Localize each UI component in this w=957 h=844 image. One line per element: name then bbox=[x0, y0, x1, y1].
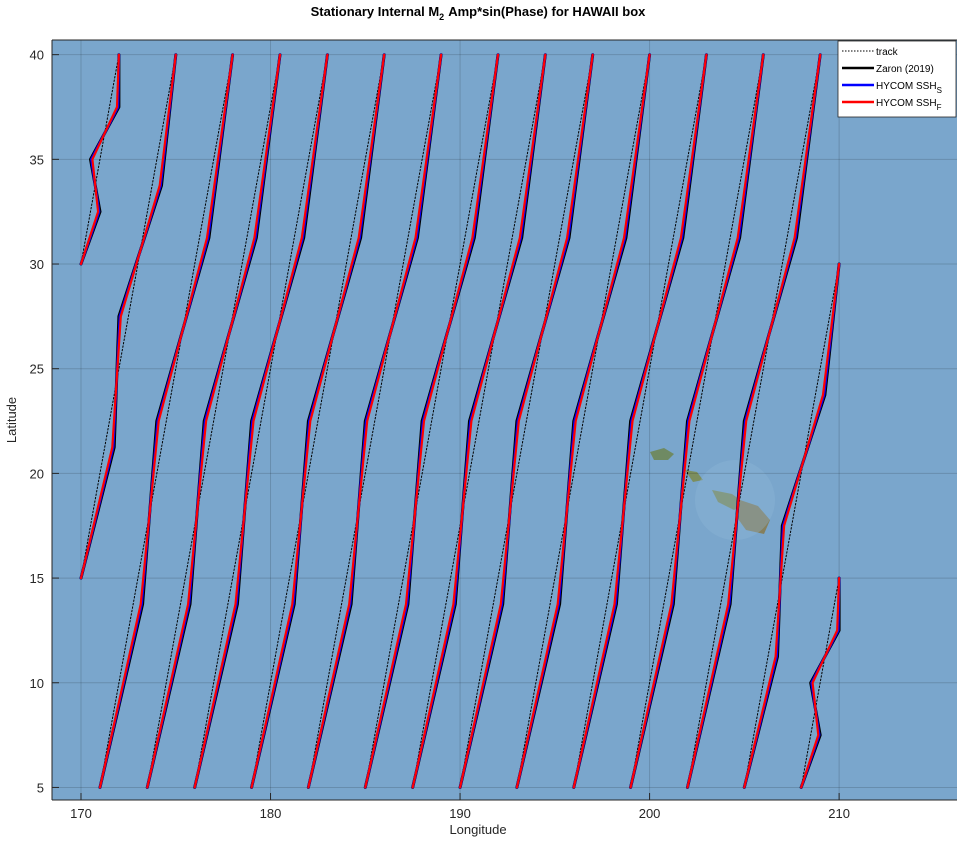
y-tick-label: 15 bbox=[30, 571, 44, 586]
page: {"chart_data": { "type": "line", "title"… bbox=[0, 0, 957, 844]
x-tick-label: 180 bbox=[260, 806, 282, 821]
x-tick-label: 200 bbox=[639, 806, 661, 821]
x-tick-label: 190 bbox=[449, 806, 471, 821]
title-tail: Amp*sin(Phase) for HAWAII box bbox=[448, 4, 646, 19]
x-tick-label: 170 bbox=[70, 806, 92, 821]
legend-label: Zaron (2019) bbox=[876, 64, 934, 75]
title-subscript: 2 bbox=[439, 12, 444, 22]
legend-subscript: F bbox=[937, 103, 942, 112]
y-tick-label: 20 bbox=[30, 466, 44, 481]
y-tick-label: 30 bbox=[30, 257, 44, 272]
chart-title: Stationary Internal M2 Amp*sin(Phase) for… bbox=[311, 4, 647, 22]
y-tick-label: 5 bbox=[37, 780, 44, 795]
map-background bbox=[52, 40, 957, 800]
title-text: Stationary Internal M bbox=[311, 4, 440, 19]
legend-label: track bbox=[876, 47, 899, 58]
legend-subscript: S bbox=[937, 86, 942, 95]
legend-name: HYCOM SSH bbox=[876, 81, 937, 92]
y-tick-label: 35 bbox=[30, 152, 44, 167]
legend-name: Zaron (2019) bbox=[876, 64, 934, 75]
legend-name: track bbox=[876, 47, 899, 58]
y-axis-label: Latitude bbox=[4, 397, 19, 443]
y-tick-label: 25 bbox=[30, 362, 44, 377]
chart: 170 180 190 200 210 5 10 15 20 25 30 35 40 Stationar… bbox=[0, 0, 957, 844]
y-tick-label: 10 bbox=[30, 676, 44, 691]
x-tick-label: 210 bbox=[828, 806, 850, 821]
y-tick-label: 40 bbox=[30, 48, 44, 63]
x-axis-label: Longitude bbox=[449, 822, 506, 837]
legend-name: HYCOM SSH bbox=[876, 98, 937, 109]
